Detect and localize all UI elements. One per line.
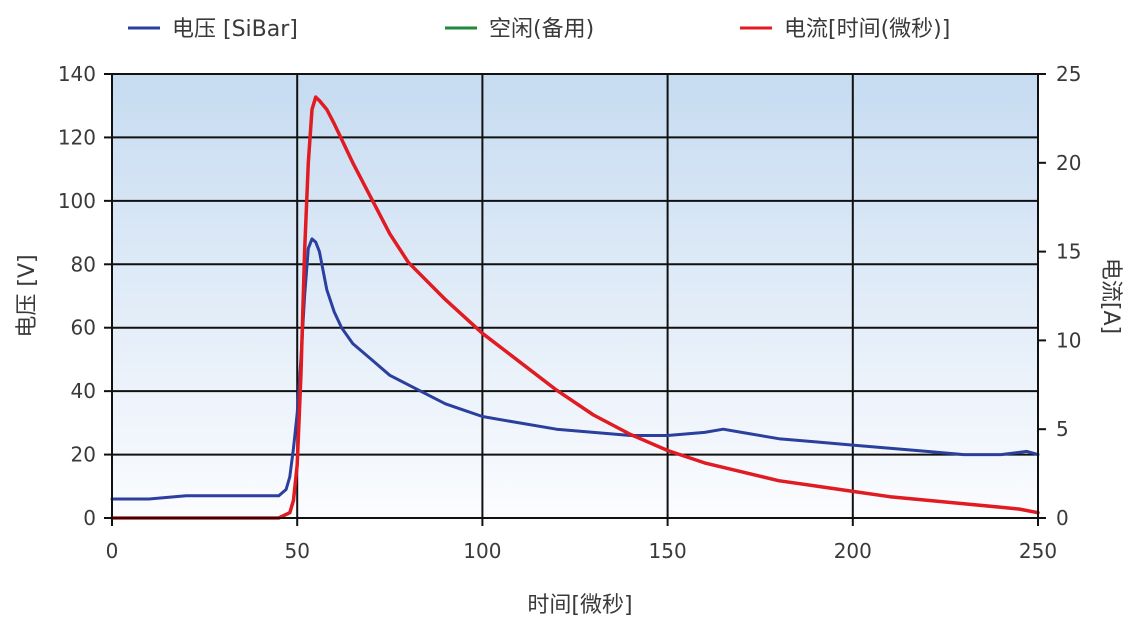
y2-tick-label: 20 bbox=[1056, 151, 1081, 175]
x-tick-label: 100 bbox=[463, 539, 501, 563]
legend-label-idle: 空闲(备用) bbox=[489, 17, 594, 42]
y2-tick-label: 25 bbox=[1056, 62, 1081, 86]
legend-item-voltage: 电压 [SiBar] bbox=[128, 17, 298, 42]
y2-axis-title: 电流[A] bbox=[1098, 258, 1123, 334]
y2-axis-ticks: 0 5 10 15 20 25 bbox=[1038, 62, 1081, 530]
y-tick-label: 40 bbox=[71, 379, 96, 403]
y-tick-label: 20 bbox=[71, 443, 96, 467]
x-tick-label: 0 bbox=[106, 539, 119, 563]
series-layer bbox=[110, 95, 1040, 520]
legend-item-current: 电流[时间(微秒)] bbox=[740, 17, 950, 42]
x-tick-label: 150 bbox=[649, 539, 687, 563]
x-axis-title: 时间[微秒] bbox=[527, 593, 632, 618]
legend-label-voltage: 电压 [SiBar] bbox=[172, 17, 298, 42]
x-tick-label: 50 bbox=[284, 539, 309, 563]
y-tick-label: 0 bbox=[83, 506, 96, 530]
y2-tick-label: 0 bbox=[1056, 506, 1069, 530]
y2-tick-label: 5 bbox=[1056, 417, 1069, 441]
y-axis-ticks: 0 20 40 60 80 100 120 140 bbox=[58, 62, 112, 530]
y2-tick-label: 15 bbox=[1056, 240, 1081, 264]
x-tick-label: 250 bbox=[1019, 539, 1057, 563]
legend-item-idle: 空闲(备用) bbox=[445, 17, 594, 42]
y-tick-label: 120 bbox=[58, 125, 96, 149]
x-tick-label: 200 bbox=[834, 539, 872, 563]
x-axis-ticks: 0 50 100 150 200 250 bbox=[106, 518, 1057, 563]
y-tick-label: 100 bbox=[58, 189, 96, 213]
plot-frame bbox=[111, 73, 1039, 519]
y2-tick-label: 10 bbox=[1056, 328, 1081, 352]
legend-label-current: 电流[时间(微秒)] bbox=[784, 17, 950, 42]
legend: 电压 [SiBar] 空闲(备用) 电流[时间(微秒)] bbox=[128, 17, 950, 42]
plot-area bbox=[112, 74, 1038, 518]
y-tick-label: 140 bbox=[58, 62, 96, 86]
series-line-2 bbox=[110, 95, 1040, 520]
grid-lines bbox=[112, 74, 1038, 518]
y-tick-label: 80 bbox=[71, 252, 96, 276]
series-line-0 bbox=[110, 237, 1040, 501]
y-axis-title: 电压 [V] bbox=[15, 254, 40, 337]
y-tick-label: 60 bbox=[71, 316, 96, 340]
